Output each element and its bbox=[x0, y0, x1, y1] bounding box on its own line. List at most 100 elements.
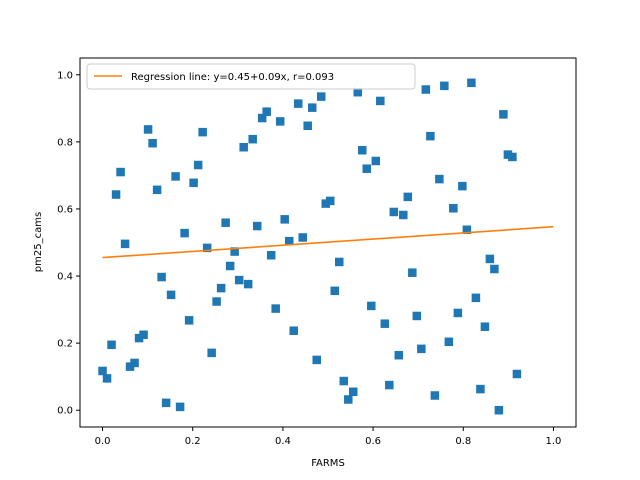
data-point bbox=[508, 152, 517, 162]
data-point bbox=[293, 99, 303, 108]
y-axis-label: pm25_cams bbox=[33, 212, 44, 272]
data-point bbox=[485, 254, 495, 264]
data-point bbox=[271, 304, 280, 313]
y-tick-label: 1.0 bbox=[57, 70, 73, 81]
data-point bbox=[358, 146, 367, 155]
data-point bbox=[480, 322, 490, 331]
data-point bbox=[339, 376, 349, 386]
x-tick-label: 0.2 bbox=[185, 436, 201, 447]
data-point bbox=[389, 207, 399, 217]
data-point bbox=[248, 134, 257, 144]
data-point bbox=[152, 185, 162, 195]
data-point bbox=[102, 374, 112, 383]
y-tick-label: 0.6 bbox=[57, 204, 73, 215]
data-point bbox=[421, 85, 431, 94]
data-point bbox=[230, 247, 239, 256]
axes-frame bbox=[79, 57, 577, 428]
data-point bbox=[280, 215, 289, 224]
x-tick-label: 1.0 bbox=[546, 436, 562, 447]
data-point bbox=[316, 92, 326, 101]
data-point bbox=[166, 290, 176, 300]
data-point bbox=[503, 150, 513, 159]
data-point bbox=[367, 301, 376, 311]
data-point bbox=[303, 121, 312, 131]
data-point bbox=[353, 87, 363, 97]
data-point bbox=[157, 272, 166, 282]
data-point bbox=[107, 340, 116, 350]
data-point bbox=[198, 127, 207, 137]
y-tick-label: 0.4 bbox=[57, 272, 73, 283]
data-point bbox=[225, 261, 235, 271]
data-point bbox=[216, 283, 226, 293]
data-point bbox=[426, 131, 435, 141]
data-point bbox=[312, 355, 321, 365]
data-point bbox=[252, 221, 262, 231]
data-point bbox=[349, 387, 358, 397]
y-tick-label: 0.0 bbox=[57, 406, 73, 417]
data-point bbox=[467, 78, 476, 88]
x-tick-label: 0.8 bbox=[455, 436, 471, 447]
data-point bbox=[330, 286, 340, 296]
data-point bbox=[412, 311, 422, 321]
data-point bbox=[371, 156, 381, 166]
data-point bbox=[499, 110, 508, 119]
data-point bbox=[139, 330, 148, 339]
data-point bbox=[257, 113, 267, 123]
data-point bbox=[435, 174, 444, 184]
data-point bbox=[221, 218, 230, 227]
data-point bbox=[275, 117, 285, 126]
data-point bbox=[171, 172, 180, 181]
data-point bbox=[512, 369, 522, 379]
data-point bbox=[344, 395, 353, 404]
data-point bbox=[98, 366, 107, 376]
x-tick-label: 0.4 bbox=[275, 436, 291, 447]
data-point bbox=[116, 167, 125, 177]
data-point bbox=[440, 81, 449, 91]
regression-line bbox=[102, 225, 554, 259]
data-point bbox=[471, 293, 481, 303]
data-point bbox=[125, 362, 135, 371]
legend-label-regression: Regression line: y=0.45+0.09x, r=0.093 bbox=[131, 72, 334, 83]
data-point bbox=[385, 380, 394, 390]
data-point bbox=[130, 358, 139, 368]
data-point bbox=[193, 160, 203, 170]
data-point bbox=[476, 384, 485, 394]
y-tick-label: 0.2 bbox=[57, 339, 73, 350]
data-point bbox=[321, 199, 330, 208]
data-point bbox=[458, 181, 467, 191]
data-point bbox=[212, 297, 221, 306]
data-point bbox=[243, 279, 253, 289]
data-point bbox=[284, 236, 294, 246]
data-point bbox=[444, 337, 454, 347]
x-tick-label: 0.6 bbox=[365, 436, 381, 447]
data-point bbox=[266, 251, 276, 260]
data-point bbox=[148, 138, 157, 148]
data-point bbox=[202, 243, 212, 253]
data-point bbox=[239, 142, 248, 152]
data-point bbox=[399, 210, 408, 220]
data-point bbox=[207, 348, 216, 358]
data-point bbox=[134, 333, 144, 343]
data-points bbox=[98, 78, 522, 415]
data-point bbox=[298, 233, 307, 242]
data-point bbox=[143, 125, 153, 134]
data-point bbox=[462, 225, 472, 234]
x-axis-label: FARMS bbox=[311, 458, 345, 469]
x-tick-label: 0.0 bbox=[95, 436, 111, 447]
data-point bbox=[430, 391, 440, 400]
data-point bbox=[362, 164, 372, 173]
data-point bbox=[380, 319, 390, 328]
data-point bbox=[417, 344, 426, 354]
data-point bbox=[408, 268, 417, 277]
data-point bbox=[403, 192, 413, 202]
regression-line-layer bbox=[102, 225, 554, 259]
data-point bbox=[394, 350, 404, 360]
data-point bbox=[184, 316, 194, 325]
data-point bbox=[189, 178, 198, 188]
data-point bbox=[262, 107, 271, 116]
data-point bbox=[335, 257, 344, 267]
legend: Regression line: y=0.45+0.09x, r=0.093 bbox=[86, 63, 416, 90]
data-point bbox=[376, 96, 385, 106]
data-point bbox=[453, 308, 463, 318]
